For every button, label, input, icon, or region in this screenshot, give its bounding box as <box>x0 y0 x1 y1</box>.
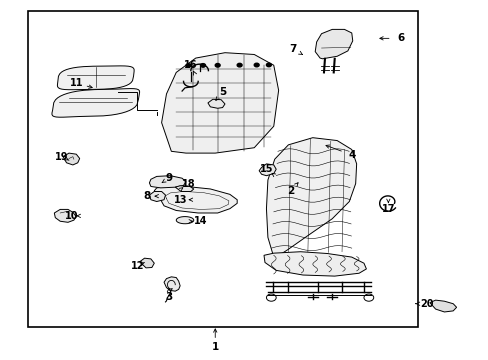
Polygon shape <box>149 176 185 188</box>
Text: 9: 9 <box>165 173 172 183</box>
Text: 8: 8 <box>143 191 150 201</box>
Bar <box>27 12 417 327</box>
Polygon shape <box>54 210 76 222</box>
Text: 17: 17 <box>381 204 394 214</box>
Polygon shape <box>264 252 366 276</box>
Text: 13: 13 <box>174 195 187 205</box>
Circle shape <box>266 63 271 67</box>
Text: 7: 7 <box>289 44 296 54</box>
Polygon shape <box>429 300 456 312</box>
Circle shape <box>254 63 259 67</box>
Circle shape <box>200 64 205 67</box>
Polygon shape <box>57 66 134 90</box>
Polygon shape <box>140 258 154 268</box>
Text: 3: 3 <box>165 292 172 302</box>
Polygon shape <box>161 53 278 153</box>
Text: 11: 11 <box>69 78 83 88</box>
Polygon shape <box>52 89 140 117</box>
Circle shape <box>215 63 220 67</box>
Circle shape <box>237 63 242 67</box>
Text: 1: 1 <box>211 342 219 352</box>
Polygon shape <box>163 277 180 291</box>
Text: 6: 6 <box>396 33 404 43</box>
Text: 2: 2 <box>286 186 294 196</box>
Text: 10: 10 <box>64 211 78 221</box>
Text: 19: 19 <box>55 152 68 162</box>
Polygon shape <box>175 186 193 192</box>
Text: 4: 4 <box>347 150 355 160</box>
Text: 20: 20 <box>420 299 433 309</box>
Text: 12: 12 <box>130 261 143 271</box>
Polygon shape <box>207 99 224 108</box>
Polygon shape <box>176 217 193 224</box>
Polygon shape <box>266 138 356 257</box>
Circle shape <box>185 64 190 67</box>
Polygon shape <box>259 164 276 176</box>
Text: 14: 14 <box>193 216 207 226</box>
Text: 5: 5 <box>219 87 226 97</box>
Polygon shape <box>154 186 237 213</box>
Text: 15: 15 <box>259 164 273 174</box>
Text: 18: 18 <box>181 179 195 189</box>
Text: 16: 16 <box>184 60 197 70</box>
Polygon shape <box>149 192 165 202</box>
Polygon shape <box>315 30 352 59</box>
Polygon shape <box>63 153 80 165</box>
